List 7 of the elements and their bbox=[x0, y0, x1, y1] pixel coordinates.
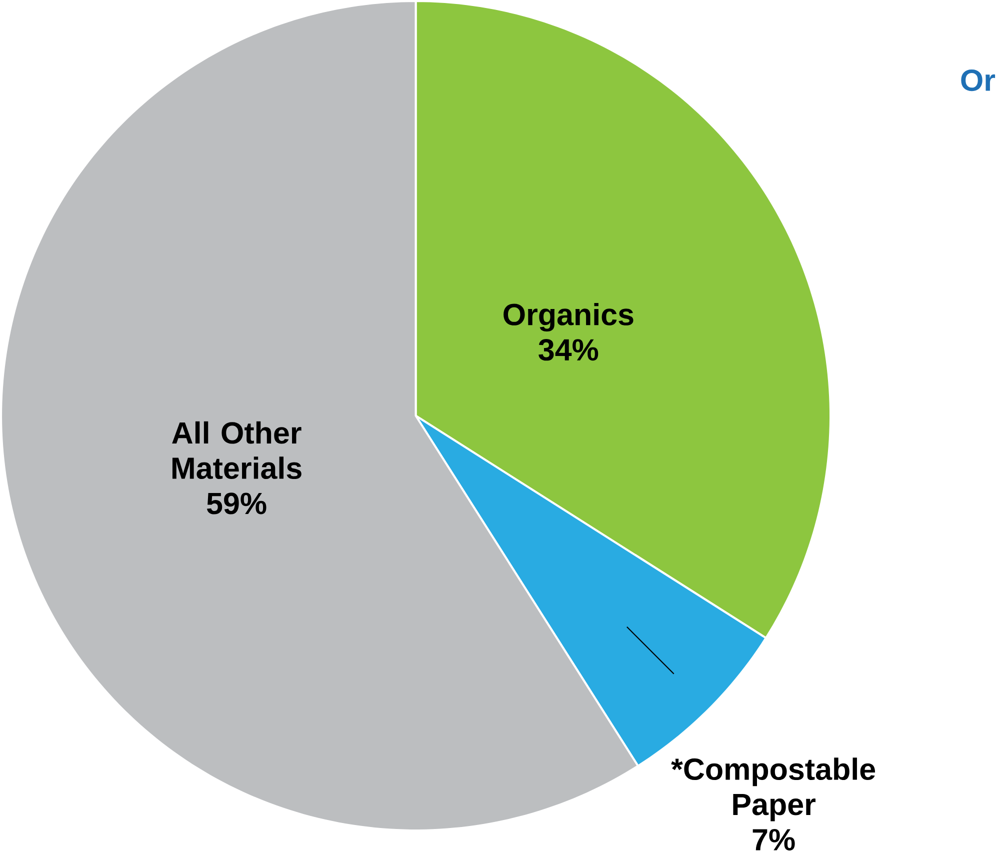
data-label: 34% bbox=[538, 339, 598, 361]
slice-label: Organics bbox=[504, 303, 634, 332]
slice-label: *Compostable Paper bbox=[671, 758, 876, 822]
slice-label: All Other Materials bbox=[172, 421, 302, 480]
data-label: 59% bbox=[206, 492, 266, 514]
text: Or bbox=[961, 70, 996, 92]
data-label: 7% bbox=[752, 829, 795, 850]
